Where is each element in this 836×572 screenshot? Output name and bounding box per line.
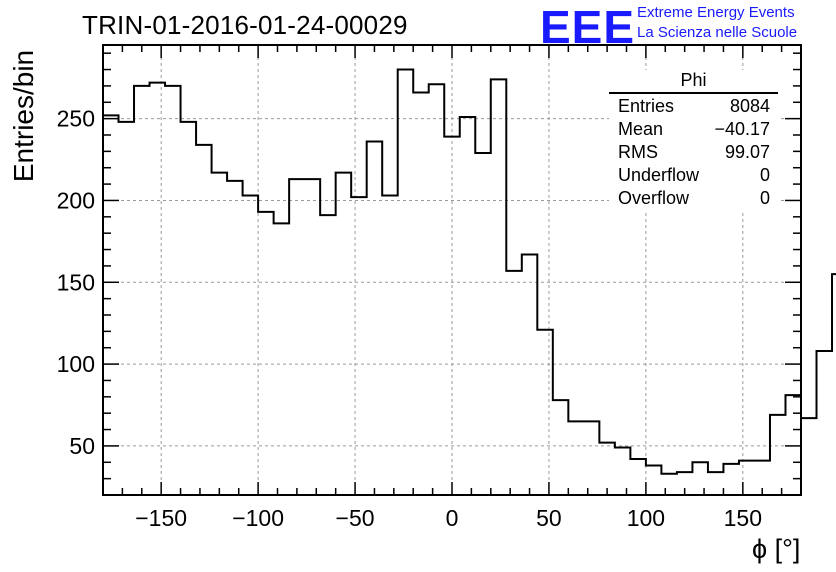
stats-box: Phi Entries 8084 Mean −40.17 RMS 99.07 U… [609,70,778,210]
histogram-bin [723,464,739,495]
histogram-bin [103,115,119,495]
histogram-bin [398,70,414,495]
histogram-bin [336,173,352,495]
histogram-bin [630,459,646,495]
stats-value: 0 [759,188,770,208]
x-tick-label: −50 [336,505,375,531]
histogram-bin [832,274,836,495]
y-tick-label: 150 [57,269,95,295]
x-tick-label: −100 [232,505,284,531]
histogram-bin [506,271,522,495]
histogram-bin [444,137,460,495]
stats-row-entries: Entries 8084 [609,95,778,118]
x-axis-label: ϕ [°] [752,534,801,564]
stats-value: 99.07 [724,142,770,162]
histogram-bin [801,418,817,495]
histogram-bin [119,122,135,495]
histogram-bin [413,92,429,495]
histogram-bin [553,400,569,495]
histogram-bin [212,173,228,495]
histogram-bin [522,254,538,495]
histogram-bin [692,462,708,495]
histogram-bin [491,79,507,495]
histogram-bin [429,84,445,495]
histogram-line [103,68,836,475]
chart-title: TRIN-01-2016-01-24-00029 [82,10,408,40]
x-tick-label: −150 [135,505,187,531]
y-tick-label: 100 [57,351,95,377]
histogram-bin [227,181,243,495]
histogram-bin [708,472,724,495]
stats-row-overflow: Overflow 0 [609,187,778,210]
histogram-bin [150,83,166,495]
stats-row-mean: Mean −40.17 [609,118,778,141]
histogram-bin [258,212,274,495]
stats-row-rms: RMS 99.07 [609,141,778,164]
y-tick-label: 250 [57,106,95,132]
histogram-bin [770,415,786,495]
histogram-bin [817,351,833,495]
histogram-bin [165,86,181,495]
histogram-bin [785,395,801,495]
histogram-bin [599,443,615,495]
histogram-bin [460,117,476,495]
logo-text-line1: Extreme Energy Events [637,4,795,21]
x-tick-label: 50 [536,505,562,531]
histogram-bin [320,215,336,495]
stats-label: Entries [618,96,675,116]
histogram-bin [289,179,305,495]
histogram-bin [305,179,321,495]
stats-label: RMS [618,142,658,162]
stats-label: Underflow [618,165,700,185]
histogram-bin [134,86,150,495]
stats-label: Overflow [618,188,690,208]
histogram-bin [196,145,212,495]
histogram-bin [274,223,290,495]
histogram-bin [568,421,584,495]
stats-value: 8084 [729,96,770,116]
histogram-bin [181,122,197,495]
x-tick-label: 0 [446,505,459,531]
stats-value: −40.17 [714,119,770,139]
stats-value: 0 [759,165,770,185]
y-tick-label: 50 [69,433,95,459]
logo-text-line2: La Scienza nelle Scuole [637,24,798,41]
histogram-bin [615,448,631,495]
x-tick-label: 150 [724,505,762,531]
histogram-bin [537,330,553,495]
y-tick-label: 200 [57,187,95,213]
histogram-bin [382,196,398,495]
histogram-bin [661,474,677,495]
histogram-bin [646,466,662,495]
stats-label: Mean [618,119,664,139]
histogram-bin [351,197,367,495]
histogram-bin [584,421,600,495]
histogram-bin [243,196,259,495]
histogram-bin [739,461,755,495]
histogram-bin [475,153,491,495]
histogram-bin [367,142,383,495]
x-tick-label: 100 [627,505,665,531]
stats-title: Phi [609,70,778,94]
stats-row-underflow: Underflow 0 [609,164,778,187]
